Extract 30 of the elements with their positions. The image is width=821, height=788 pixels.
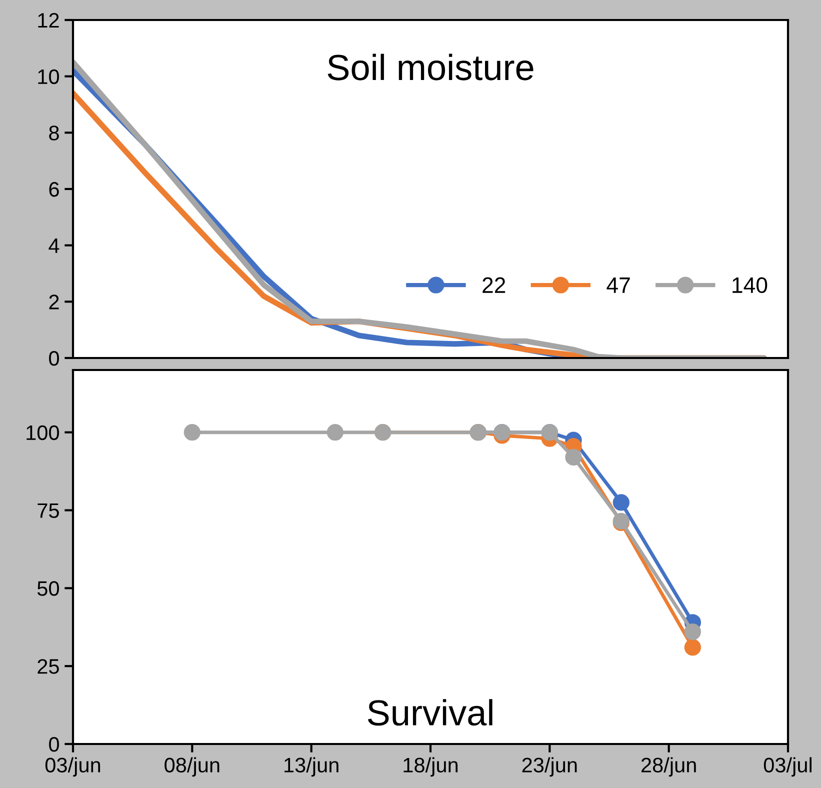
legend-label: 47 — [606, 278, 630, 293]
y-tick-label: 0 — [49, 737, 59, 752]
legend-label: 22 — [482, 277, 506, 293]
text: Survival — [368, 699, 492, 726]
x-tick-label: 03/jun — [45, 757, 100, 777]
y-tick-label: 0 — [49, 351, 59, 366]
y-tick-label: 75 — [38, 503, 59, 518]
y-tick-label: 10 — [38, 69, 59, 84]
point — [565, 448, 582, 466]
y-tick-label: 2 — [49, 294, 59, 310]
y-tick-label: 100 — [26, 425, 59, 440]
x-tick-label: 23/jun — [522, 757, 577, 777]
y-tick-label: 8 — [49, 126, 59, 140]
legend-label: 140 — [732, 277, 768, 294]
x-tick-label: 28/jun — [642, 757, 696, 777]
x-tick-label: 08/jun — [164, 757, 220, 777]
text: Soil moisture — [328, 54, 534, 80]
y-tick-label: 4 — [48, 238, 60, 253]
point — [326, 424, 344, 441]
point — [684, 639, 701, 656]
point — [184, 424, 200, 441]
y-tick-label: 12 — [38, 13, 59, 28]
point — [684, 623, 701, 640]
point — [612, 494, 630, 511]
y-tick-label: 6 — [49, 182, 59, 197]
x-tick-label: 18/jun — [404, 757, 458, 777]
y-tick-label: 25 — [38, 659, 59, 674]
x-tick-label: 13/jun — [284, 757, 338, 777]
y-tick-label: 50 — [37, 581, 59, 596]
x-tick-label: 03/jul — [764, 757, 812, 777]
